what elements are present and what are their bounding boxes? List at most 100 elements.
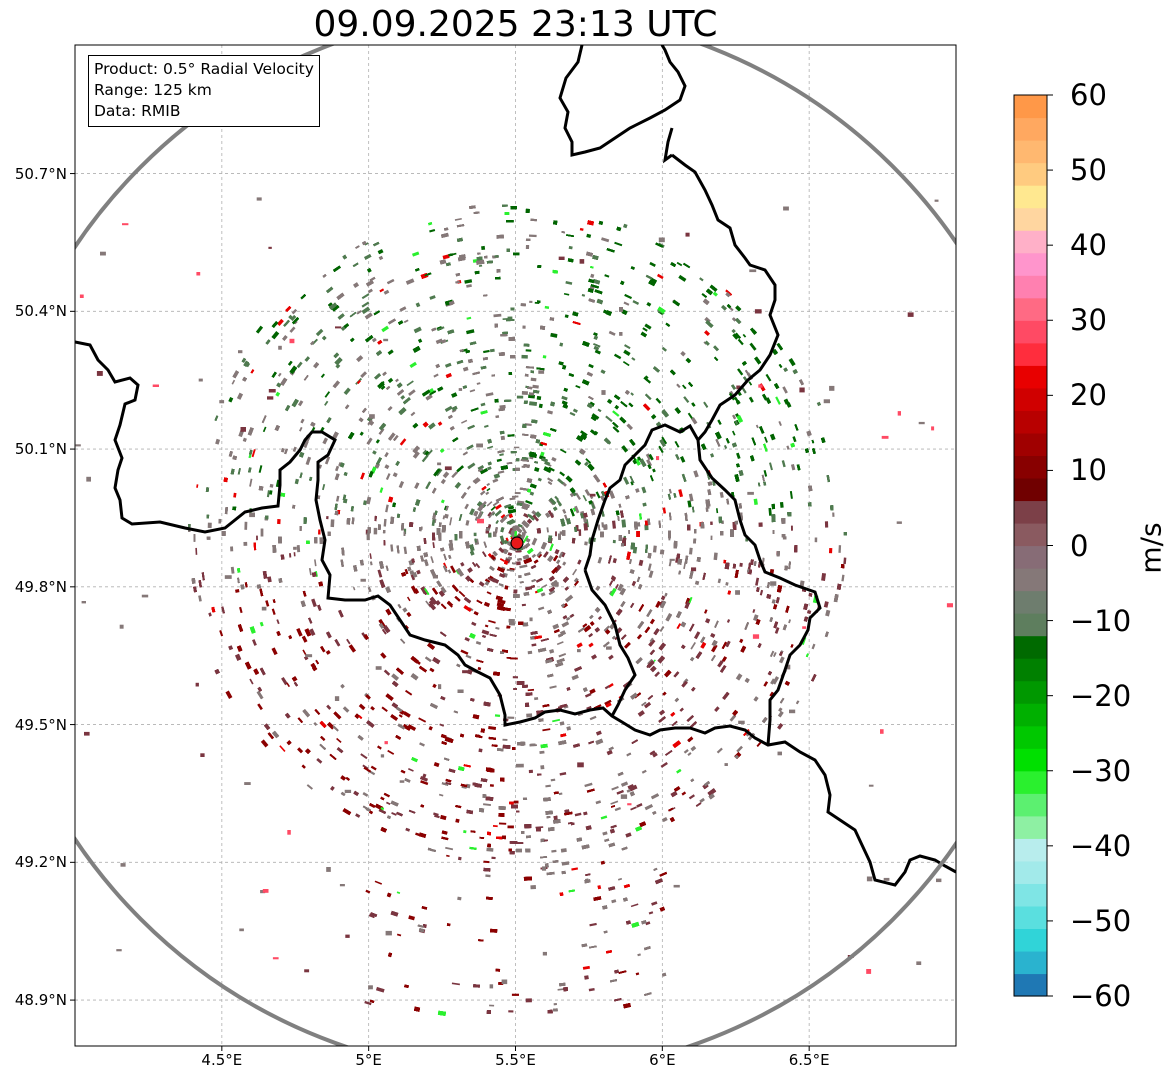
echo-gate [597,615,603,621]
gridlines [75,45,956,1046]
echo-gate [408,915,415,921]
echo-gate [551,456,557,462]
echo-gate [415,302,421,308]
echo-gate [644,323,652,330]
echo-gate [484,578,491,584]
echo-gate [739,562,743,567]
echo-gate [769,433,776,441]
echo-gate [516,561,521,566]
echo-gate [568,245,573,250]
echo-gate [230,546,234,552]
echo-gate [499,535,505,543]
echo-gate [396,891,401,894]
echo-gate [403,319,409,324]
echo-gate [498,547,505,554]
echo-gate [687,412,694,420]
echo-gate [712,291,718,297]
echo-gate [495,415,500,419]
echo-gate [325,650,331,655]
echo-gate [521,532,526,537]
echo-gate [488,726,497,730]
echo-gate [716,747,723,754]
echo-gate [280,447,285,453]
echo-gate [704,316,711,324]
echo-gate [530,885,536,890]
echo-gate [553,1002,557,1006]
echo-gate [271,608,276,615]
echo-gate [523,513,530,519]
echo-gate [569,492,575,498]
echo-gate [330,519,335,528]
echo-gate [361,293,370,300]
echo-gate [683,749,689,754]
echo-gate [408,389,416,396]
echo-gate [821,572,827,581]
echo-gate [489,784,494,787]
echo-gate [434,814,440,819]
echo-gate [560,848,567,853]
echo-gate [515,763,524,768]
echo-gate [704,330,711,337]
echo-gate [387,405,393,412]
echo-gate [530,377,537,382]
echo-gate [429,228,436,233]
echo-gate [645,453,652,461]
echo-gate [548,466,555,472]
echo-gate [681,791,687,796]
echo-gate [511,495,519,498]
echo-gate [838,545,842,553]
echo-gate [617,877,623,881]
echo-gate [435,338,443,345]
echo-gate [367,288,373,294]
echo-gate [248,453,252,459]
echo-gate [444,405,453,412]
echo-gate [316,757,323,764]
echo-gate [823,601,829,608]
echo-gate [521,354,528,359]
echo-gate [379,487,384,493]
echo-gate [271,647,278,656]
echo-gate [276,318,284,327]
echo-gate [492,825,498,828]
echo-gate [578,529,582,536]
echo-gate [471,621,477,627]
echo-gate [624,293,633,300]
echo-gate [612,558,617,564]
echo-gate [736,745,743,753]
echo-gate [737,368,744,376]
echo-gate [406,380,414,387]
echo-gate [759,589,764,596]
echo-gate [509,546,517,552]
echo-gate [457,856,462,861]
echo-gate [678,489,684,498]
echo-gate [383,289,390,295]
echo-gate [296,545,301,553]
echo-gate [489,348,495,353]
echo-gate [405,278,415,285]
echo-gate [507,552,513,557]
echo-gate [544,305,550,309]
echo-gate [491,512,496,516]
echo-gate [433,373,439,378]
echo-gate [324,456,331,465]
echo-gate [463,830,467,834]
echo-gate [358,703,366,711]
echo-gate [536,551,542,557]
echo-gate [243,541,248,546]
echo-gate [348,644,357,653]
echo-gate [279,745,286,752]
echo-gate [306,784,313,790]
echo-gate [661,346,668,352]
echo-gate [483,860,490,864]
echo-gate [525,499,533,505]
echo-gate [778,656,785,664]
echo-gate [486,501,493,507]
echo-gate [623,301,630,306]
echo-gate [584,975,589,980]
echo-gate [419,742,425,747]
echo-gate [735,305,742,312]
echo-gate [641,486,647,494]
echo-gate [402,607,408,613]
echo-gate [536,395,542,401]
echo-gate [366,496,372,505]
